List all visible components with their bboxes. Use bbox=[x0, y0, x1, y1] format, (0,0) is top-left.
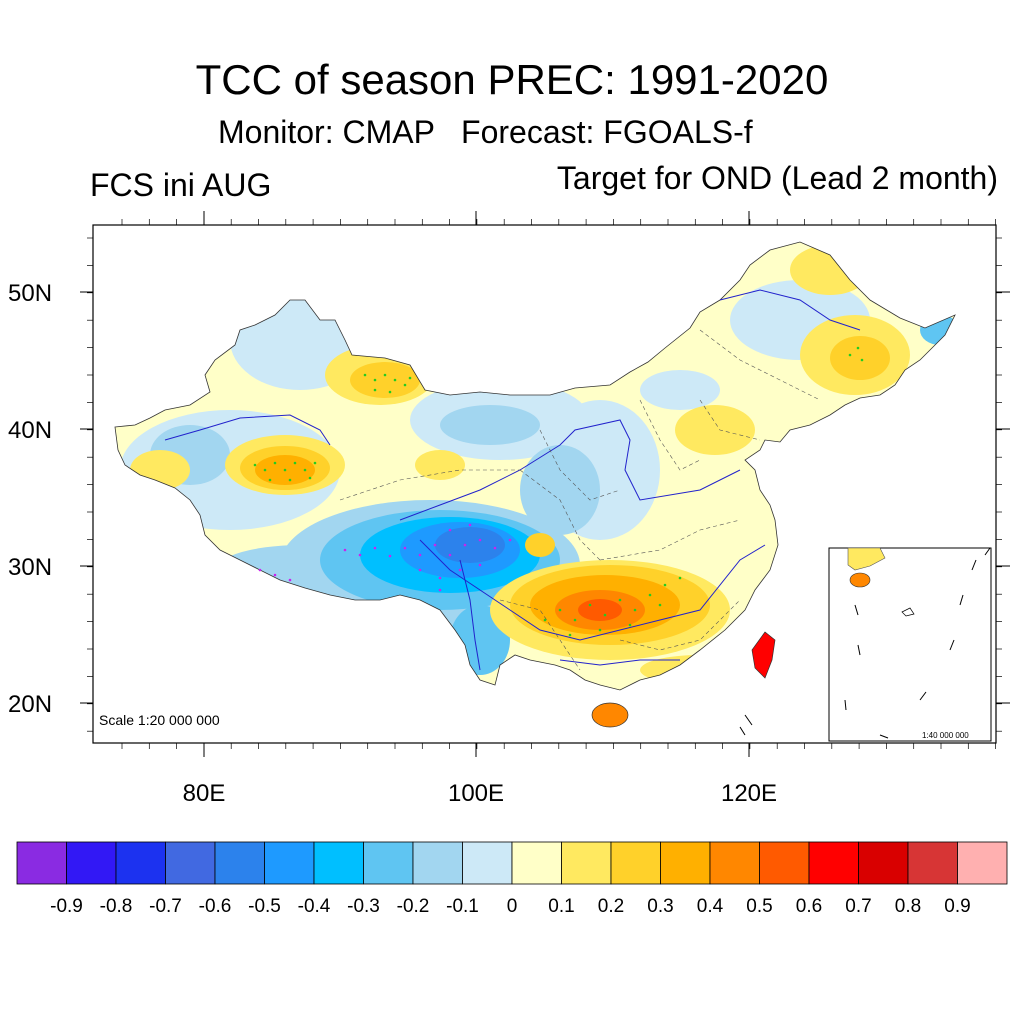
colorbar-tick-label: 0.4 bbox=[696, 896, 724, 917]
nine-dash-line bbox=[844, 547, 991, 739]
river-heilong bbox=[719, 289, 861, 331]
taiwan-island bbox=[751, 631, 776, 679]
colorbar-tick-label: -0.6 bbox=[198, 896, 232, 917]
colorbar-tick-label: -0.7 bbox=[149, 896, 182, 917]
inset-scale-label: 1:40 000 000 bbox=[922, 731, 969, 740]
colorbar-tick-label: -0.8 bbox=[99, 896, 133, 917]
colorbar-tick-label: 0.6 bbox=[795, 896, 823, 917]
lat-label-40n: 40N bbox=[8, 417, 53, 444]
forecast-init-label: FCS ini AUG bbox=[90, 167, 272, 203]
colorbar-tick-label: -0.9 bbox=[50, 896, 83, 917]
lon-label-120e: 120E bbox=[720, 780, 778, 807]
significance-stipple bbox=[253, 346, 864, 637]
province-boundaries bbox=[339, 329, 821, 671]
river-yellow bbox=[399, 419, 741, 521]
colorbar-tick-label: 0 bbox=[506, 896, 518, 917]
map-scale-label: Scale 1:20 000 000 bbox=[99, 712, 220, 728]
river-pearl bbox=[559, 659, 680, 666]
inset-coastline bbox=[847, 547, 886, 571]
colorbar-tick-label: -0.5 bbox=[248, 896, 281, 917]
colorbar-tick-label: 0.5 bbox=[746, 896, 773, 917]
colorbar-tick-label: -0.1 bbox=[446, 896, 479, 917]
colorbar-tick-label: -0.3 bbox=[347, 896, 380, 917]
river-tarim bbox=[164, 414, 331, 446]
inset-hainan bbox=[849, 572, 871, 588]
hainan-island bbox=[591, 702, 629, 728]
china-border bbox=[114, 241, 956, 691]
map-title: TCC of season PREC: 1991-2020 bbox=[195, 56, 829, 103]
lat-label-20n: 20N bbox=[8, 691, 53, 718]
colorbar-tick-label: 0.1 bbox=[548, 896, 575, 917]
lat-label-30n: 30N bbox=[8, 554, 53, 581]
map-subtitle: Monitor: CMAP Forecast: FGOALS-f bbox=[218, 114, 753, 150]
target-season-label: Target for OND (Lead 2 month) bbox=[556, 160, 998, 196]
minor-ticks bbox=[87, 219, 1002, 749]
axis-ticks bbox=[80, 211, 1010, 757]
colorbar-tick-label: 0.3 bbox=[647, 896, 674, 917]
lat-label-50n: 50N bbox=[8, 280, 53, 307]
colorbar-tick-label: 0.2 bbox=[597, 896, 625, 917]
lon-label-100e: 100E bbox=[447, 780, 505, 807]
colorbar-tick-label: -0.4 bbox=[297, 896, 331, 917]
colorbar-tick-label: 0.7 bbox=[845, 896, 872, 917]
inset-islands bbox=[901, 607, 915, 617]
colorbar-tick-label: 0.9 bbox=[944, 896, 971, 917]
river-yangtze bbox=[419, 539, 766, 641]
colorbar-tick-label: 0.8 bbox=[894, 896, 922, 917]
colorbar-tick-label: -0.2 bbox=[396, 896, 430, 917]
river-mekong bbox=[459, 559, 481, 671]
south-china-sea-dash bbox=[739, 714, 753, 736]
lon-label-80e: 80E bbox=[182, 780, 226, 807]
